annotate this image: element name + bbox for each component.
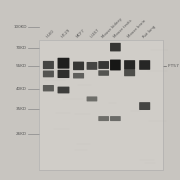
Text: HT-29: HT-29 bbox=[61, 28, 71, 39]
FancyBboxPatch shape bbox=[87, 62, 97, 70]
FancyBboxPatch shape bbox=[98, 70, 109, 76]
FancyBboxPatch shape bbox=[110, 43, 121, 51]
Text: MCF7: MCF7 bbox=[76, 29, 86, 39]
Text: 35KD: 35KD bbox=[16, 107, 27, 111]
FancyBboxPatch shape bbox=[73, 73, 84, 78]
Text: Mouse kidney: Mouse kidney bbox=[101, 17, 123, 39]
Text: 100KD: 100KD bbox=[13, 25, 27, 29]
FancyBboxPatch shape bbox=[58, 87, 69, 93]
FancyBboxPatch shape bbox=[58, 58, 69, 69]
Text: 26KD: 26KD bbox=[16, 132, 27, 136]
Text: IFT57: IFT57 bbox=[167, 64, 179, 68]
Text: 70KD: 70KD bbox=[16, 46, 27, 50]
FancyBboxPatch shape bbox=[43, 61, 54, 69]
FancyBboxPatch shape bbox=[139, 60, 150, 70]
FancyBboxPatch shape bbox=[124, 70, 135, 76]
FancyBboxPatch shape bbox=[139, 102, 150, 110]
Text: Mouse testis: Mouse testis bbox=[112, 19, 133, 39]
FancyBboxPatch shape bbox=[110, 116, 121, 121]
Text: HL60: HL60 bbox=[46, 29, 55, 39]
FancyBboxPatch shape bbox=[73, 62, 84, 70]
Text: Rat lung: Rat lung bbox=[142, 25, 156, 39]
FancyBboxPatch shape bbox=[98, 116, 109, 121]
FancyBboxPatch shape bbox=[87, 96, 97, 102]
Bar bbox=[39, 40, 163, 170]
FancyBboxPatch shape bbox=[124, 60, 135, 70]
Text: U-457: U-457 bbox=[89, 28, 100, 39]
Text: 40KD: 40KD bbox=[16, 87, 27, 91]
Bar bbox=[39, 40, 163, 170]
Text: Mouse brain: Mouse brain bbox=[127, 19, 147, 39]
FancyBboxPatch shape bbox=[43, 71, 54, 77]
FancyBboxPatch shape bbox=[43, 85, 54, 91]
FancyBboxPatch shape bbox=[98, 61, 109, 69]
FancyBboxPatch shape bbox=[58, 70, 69, 78]
FancyBboxPatch shape bbox=[110, 60, 121, 70]
Text: 55KD: 55KD bbox=[16, 64, 27, 68]
